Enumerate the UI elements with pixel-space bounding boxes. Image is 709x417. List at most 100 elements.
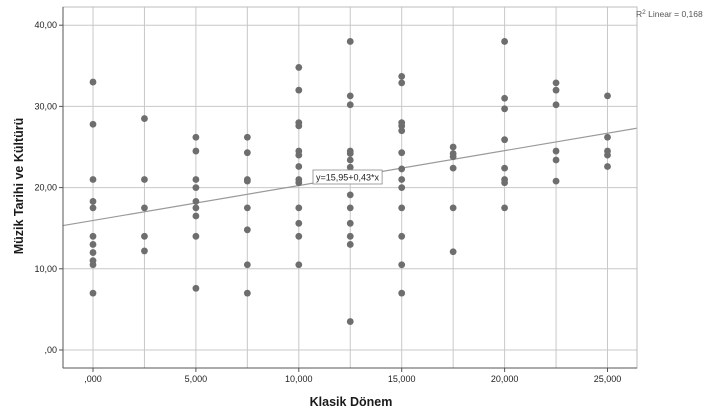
data-point [604, 92, 611, 100]
data-point [243, 289, 251, 297]
data-point [295, 122, 303, 130]
r2-superscript: 2 [642, 9, 646, 16]
data-point [89, 78, 97, 86]
data-point [89, 198, 97, 205]
data-point [346, 92, 354, 100]
x-tick-labels: ,000 5,000 10,000 15,000 20,000 25,000 [84, 374, 621, 384]
x-tick-label: 20,000 [491, 374, 519, 384]
data-point [89, 232, 97, 240]
data-point [398, 165, 406, 173]
data-point [192, 147, 200, 155]
data-point [398, 289, 406, 297]
data-point [192, 176, 200, 183]
data-point [346, 156, 354, 164]
fit-equation-box [312, 169, 383, 185]
data-point [346, 241, 354, 248]
data-point [501, 94, 508, 102]
x-tick-label: 10,000 [285, 374, 313, 384]
y-tick-label: 30,00 [34, 101, 57, 111]
data-point [398, 79, 406, 87]
data-point [243, 261, 251, 269]
data-point [89, 261, 97, 269]
data-point [295, 151, 303, 159]
x-tick-label: 25,000 [594, 374, 622, 384]
data-point [501, 136, 508, 144]
data-point [89, 176, 97, 183]
data-point [552, 156, 560, 164]
data-point [89, 241, 97, 248]
data-point [295, 232, 303, 240]
data-point [295, 219, 303, 227]
data-point [346, 38, 354, 45]
data-point [552, 86, 560, 94]
y-tick-label: 40,00 [34, 20, 57, 30]
data-point [295, 179, 303, 187]
data-point [552, 101, 560, 109]
data-point [192, 212, 200, 220]
data-point [398, 72, 406, 80]
data-point [398, 122, 406, 130]
data-point [295, 86, 303, 94]
data-point [501, 164, 508, 172]
data-point [346, 163, 354, 171]
data-point [346, 232, 354, 240]
data-point [192, 204, 200, 212]
y-tick-label: 10,00 [34, 264, 57, 274]
data-point [346, 318, 354, 325]
data-point [552, 147, 560, 155]
data-point [346, 101, 354, 109]
y-tick-labels: ,00 10,00 20,00 30,00 40,00 [34, 20, 57, 355]
data-point [89, 120, 97, 128]
data-point [449, 204, 457, 212]
data-point [398, 149, 406, 157]
data-point [243, 204, 251, 212]
data-point [89, 249, 97, 256]
r2-prefix: R [636, 9, 642, 19]
data-point [243, 133, 251, 141]
data-point [295, 163, 303, 170]
data-point [192, 133, 200, 141]
data-point [398, 204, 406, 212]
data-point [141, 176, 148, 183]
data-point [141, 232, 148, 240]
data-point [552, 79, 560, 87]
data-point [604, 133, 611, 141]
data-point [295, 204, 303, 212]
data-point [346, 191, 354, 199]
data-point [501, 38, 508, 45]
data-point [243, 149, 251, 157]
fit-equation-label: y=15,95+0,43*x [312, 169, 383, 185]
axes [59, 6, 638, 372]
data-point [346, 150, 354, 157]
data-point [346, 219, 354, 227]
x-tick-label: ,000 [84, 374, 102, 384]
data-point [449, 164, 457, 172]
y-tick-label: 20,00 [34, 183, 57, 193]
data-point [501, 179, 508, 187]
data-point [449, 143, 457, 151]
data-point [449, 153, 457, 161]
grid-lines [63, 7, 637, 368]
data-point [604, 151, 611, 159]
data-point [192, 232, 200, 240]
data-point [192, 184, 200, 192]
fit-equation-text: y=15,95+0,43*x [316, 173, 380, 183]
data-point [346, 204, 354, 212]
data-point [192, 284, 200, 292]
r2-value: Linear = 0,168 [646, 9, 703, 19]
data-point [192, 198, 200, 205]
data-points [89, 38, 611, 325]
data-point [295, 64, 303, 71]
data-point [501, 105, 508, 113]
data-point [604, 163, 611, 170]
data-point [243, 226, 251, 234]
x-tick-label: 15,000 [388, 374, 416, 384]
data-point [449, 248, 457, 256]
data-point [141, 247, 148, 255]
data-point [398, 232, 406, 240]
r2-annotation: R2 Linear = 0,168 [636, 9, 703, 19]
data-point [398, 176, 406, 183]
data-point [89, 204, 97, 212]
data-point [501, 204, 508, 212]
